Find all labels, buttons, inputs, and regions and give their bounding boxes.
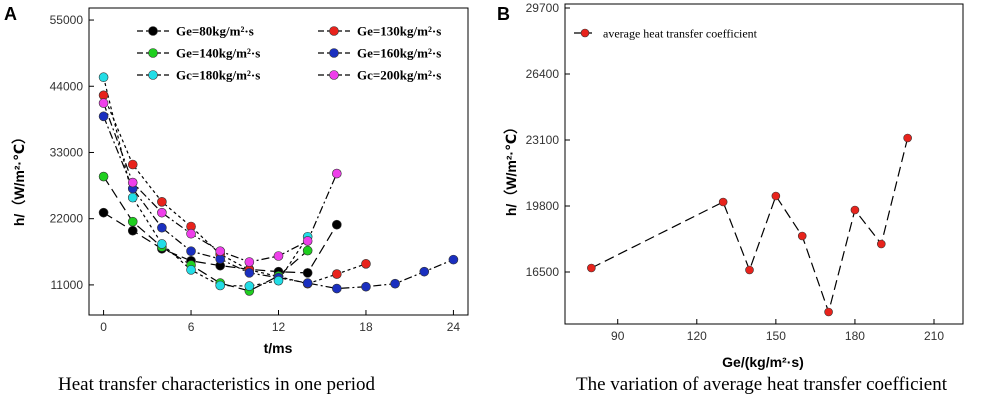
data-point — [419, 266, 430, 277]
plot-frame-b — [564, 3, 964, 325]
y-tick-label: 16500 — [526, 265, 560, 279]
data-point — [98, 72, 109, 83]
panel-b: B 16500 19800 23100 26400 29700 90 120 150 180 2… — [497, 1, 964, 370]
data-point — [771, 191, 781, 201]
y-tick-label: 22000 — [50, 212, 84, 226]
data-point — [390, 278, 400, 289]
x-tick-label: 120 — [687, 329, 707, 343]
data-point — [332, 269, 342, 279]
x-tick-label: 150 — [766, 329, 786, 343]
series-line-4 — [103, 116, 454, 290]
data-point — [797, 231, 807, 241]
data-point — [127, 159, 138, 170]
y-tick-label: 29700 — [526, 1, 560, 15]
data-point — [332, 283, 342, 294]
y-tick-label: 11000 — [51, 278, 84, 292]
legend-marker — [329, 70, 339, 80]
legend-label: Ge=140kg/m²·s — [176, 46, 260, 61]
panel-a: A 11000 22000 33000 44000 55000 0 6 12 18 24 Ge=… — [4, 4, 469, 356]
series-line-6 — [103, 102, 338, 263]
data-point — [244, 281, 255, 291]
series-line-1 — [591, 137, 909, 315]
data-point — [587, 263, 596, 273]
data-point — [98, 207, 109, 218]
data-point — [215, 280, 225, 291]
data-point — [244, 257, 255, 267]
data-point — [448, 254, 459, 265]
data-point — [215, 246, 225, 256]
data-point — [127, 216, 138, 227]
data-point — [302, 245, 313, 256]
x-tick-label: 0 — [100, 320, 107, 334]
data-point — [98, 98, 109, 108]
x-tick-label: 6 — [188, 320, 195, 334]
legend-marker — [148, 26, 158, 36]
legend-label: Gc=180kg/m²·s — [176, 68, 260, 83]
caption-a: Heat transfer characteristics in one per… — [58, 374, 376, 395]
data-point — [273, 251, 284, 261]
data-point — [157, 222, 167, 233]
data-point — [718, 197, 728, 207]
data-point — [127, 177, 138, 188]
data-point — [850, 205, 860, 215]
x-tick-label: 90 — [611, 329, 625, 343]
data-point — [302, 268, 313, 278]
series-line-3 — [103, 176, 309, 292]
panel-label-a: A — [4, 4, 17, 24]
legend-marker — [148, 48, 158, 58]
data-point — [127, 225, 138, 236]
legend-label: Ge=160kg/m²·s — [357, 46, 441, 61]
y-tick-label: 19800 — [526, 199, 560, 213]
x-axis-title-b: Ge/(kg/m²·s) — [722, 354, 804, 370]
data-point — [244, 268, 255, 278]
data-point — [361, 259, 371, 269]
data-point — [332, 168, 342, 179]
x-tick-label: 12 — [272, 320, 286, 334]
y-tick-label: 23100 — [526, 133, 560, 147]
x-axis-title-a: t/ms — [264, 340, 293, 356]
y-axis-title-a: h/（W/m²·℃） — [11, 130, 27, 226]
y-axis-title-b: h/（W/m²·℃） — [503, 120, 519, 216]
data-point — [332, 219, 342, 230]
y-tick-label: 55000 — [50, 13, 84, 27]
y-tick-label: 33000 — [50, 145, 84, 159]
data-point — [157, 239, 167, 249]
legend-label: Gc=200kg/m²·s — [357, 68, 441, 83]
series-line-5 — [103, 77, 309, 287]
data-point — [186, 246, 196, 256]
x-tick-label: 180 — [845, 329, 865, 343]
x-tick-label: 18 — [359, 320, 373, 334]
x-tick-label: 210 — [924, 329, 944, 343]
data-point — [824, 307, 833, 317]
data-point — [302, 278, 313, 288]
legend-marker — [329, 26, 339, 36]
data-point — [127, 192, 138, 203]
legend-label: Ge=130kg/m²·s — [357, 24, 441, 39]
data-point — [98, 111, 109, 122]
legend-marker — [580, 28, 590, 38]
data-point — [157, 197, 167, 207]
x-tick-label: 24 — [447, 320, 461, 334]
data-point — [186, 228, 196, 239]
legend-marker — [329, 48, 339, 58]
data-point — [186, 265, 196, 275]
data-point — [157, 207, 167, 218]
data-point — [361, 281, 371, 292]
y-tick-label: 44000 — [50, 79, 84, 93]
data-point — [98, 171, 109, 182]
caption-b: The variation of average heat transfer c… — [576, 374, 948, 395]
data-point — [903, 133, 912, 143]
panel-label-b: B — [497, 4, 510, 24]
data-point — [745, 265, 754, 275]
legend-label: average heat transfer coefficient — [603, 27, 758, 41]
legend-marker — [148, 70, 158, 80]
data-point — [302, 236, 313, 246]
y-tick-label: 26400 — [526, 67, 560, 81]
legend-label: Ge=80kg/m²·s — [176, 24, 254, 39]
data-point — [273, 275, 284, 286]
series-line-2 — [103, 95, 367, 285]
data-point — [876, 239, 886, 249]
